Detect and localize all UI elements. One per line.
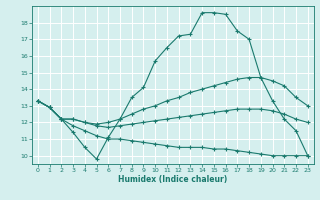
X-axis label: Humidex (Indice chaleur): Humidex (Indice chaleur) <box>118 175 228 184</box>
